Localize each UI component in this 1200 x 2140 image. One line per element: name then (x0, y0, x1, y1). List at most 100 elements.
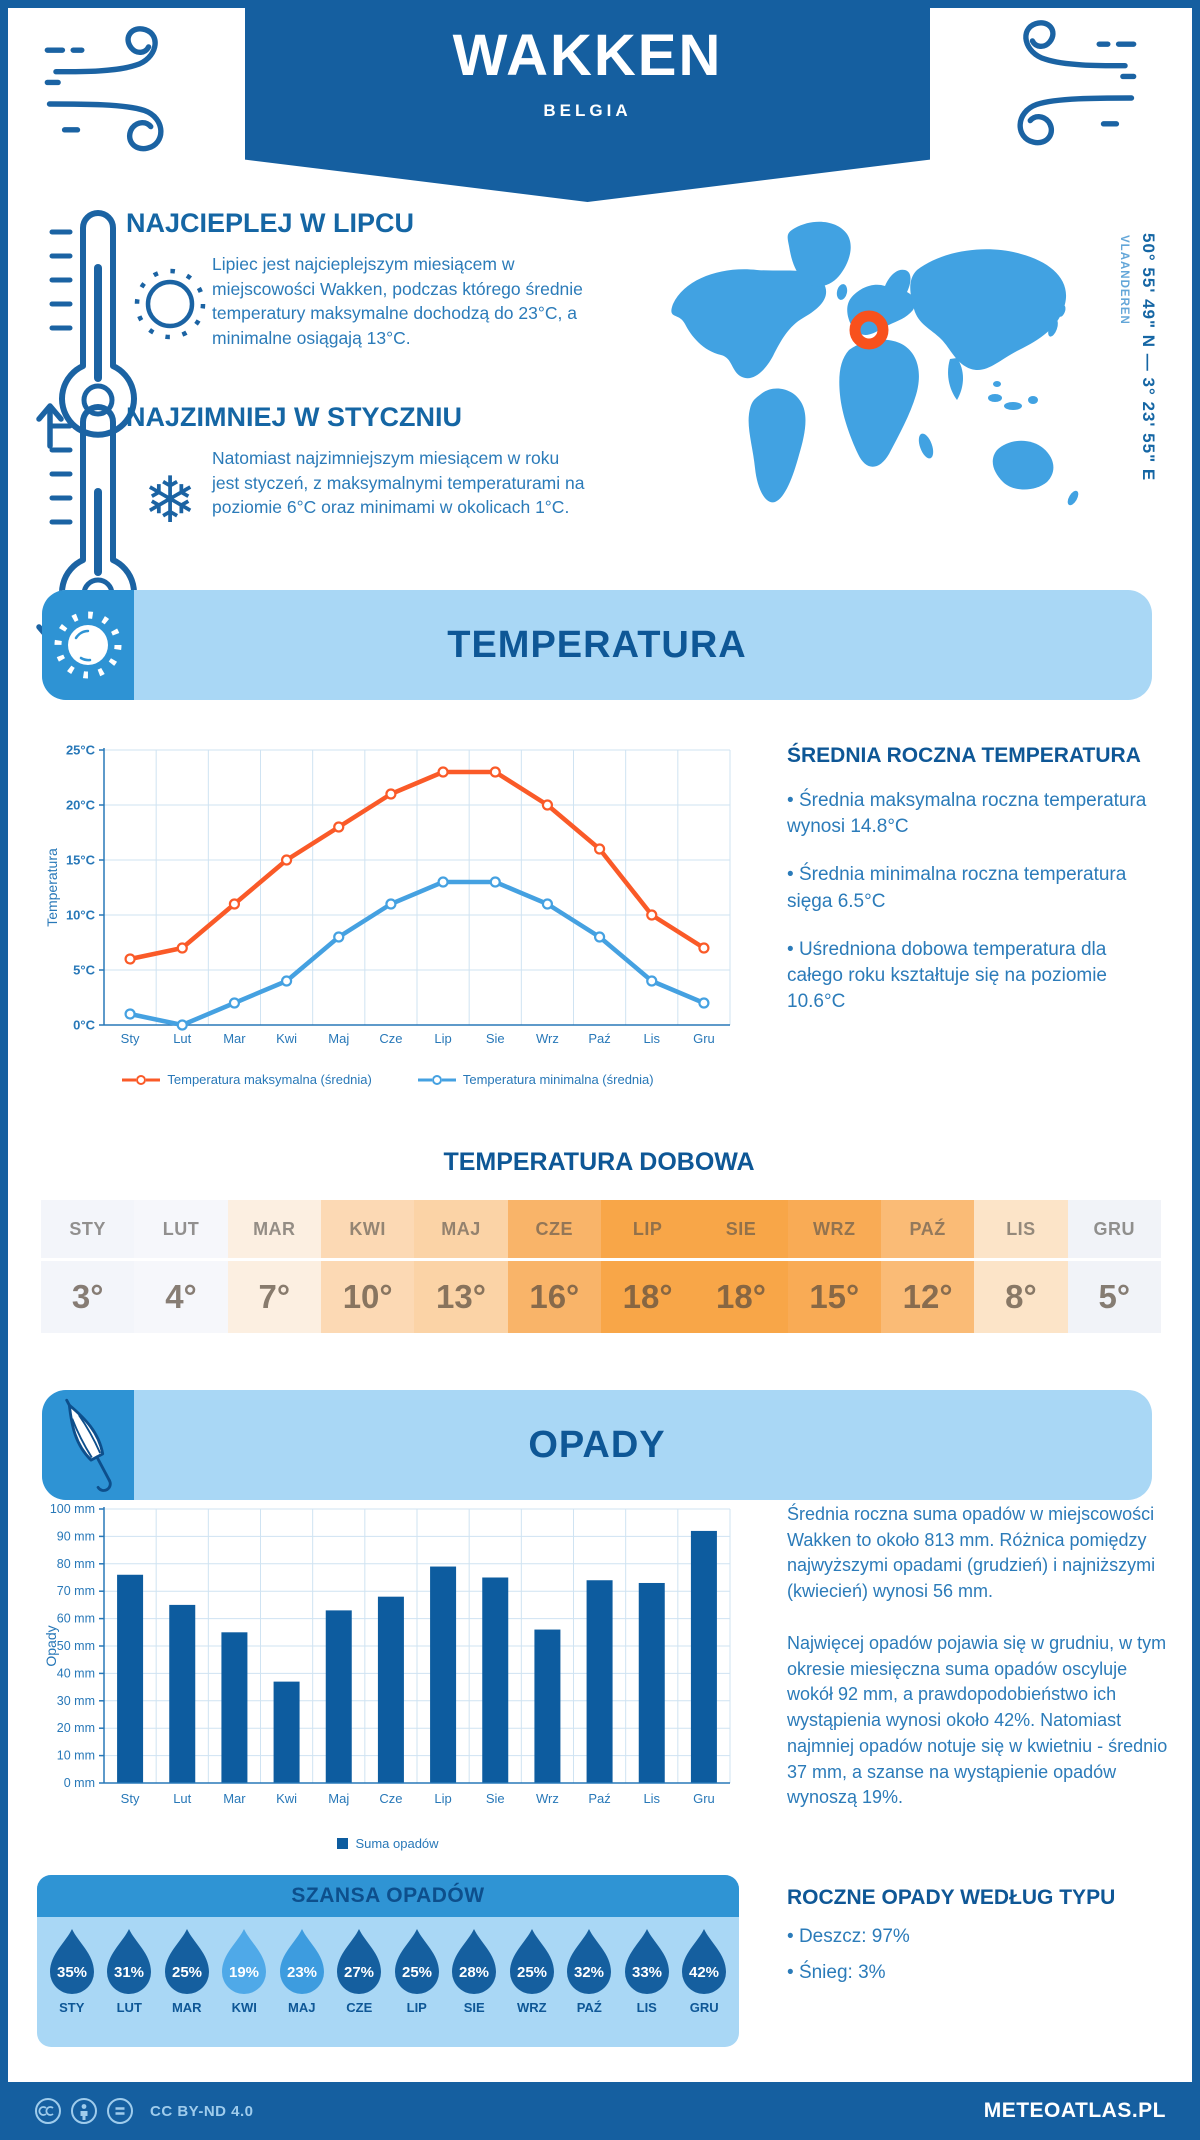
month-temperature-value: 8° (974, 1261, 1068, 1333)
svg-text:Temperatura: Temperatura (44, 848, 60, 927)
svg-text:10 mm: 10 mm (57, 1749, 95, 1763)
raindrop-icon: 28% (452, 1929, 497, 1994)
month-column: KWI 10° (320, 1200, 415, 1333)
precipitation-paragraph: Średnia roczna suma opadów w miejscowośc… (787, 1504, 1156, 1602)
rain-chance-item: 33% LIS (618, 1927, 676, 2015)
license-group: CC BY-ND 4.0 (34, 2097, 254, 2125)
bar (690, 1530, 717, 1783)
data-point (385, 788, 397, 800)
rain-chance-item: 42% GRU (676, 1927, 734, 2015)
svg-text:25%: 25% (402, 1964, 432, 1981)
license-label: CC BY-ND 4.0 (150, 2102, 254, 2120)
bar (273, 1681, 300, 1783)
rain-chance-item: 32% PAŹ (561, 1927, 619, 2015)
legend-swatch (337, 1838, 349, 1849)
rain-chance-panel: SZANSA OPADÓW 35% STY 31% LUT 25% MAR 19% KWI 23… (37, 1875, 739, 2047)
data-point (489, 876, 501, 888)
drop-month-label: KWI (231, 2000, 257, 2015)
svg-text:Mar: Mar (223, 1031, 246, 1046)
month-temperature-value: 18° (694, 1261, 788, 1333)
month-column: SIE 18° (694, 1200, 788, 1333)
data-point (437, 766, 449, 778)
month-label: LUT (134, 1200, 228, 1258)
svg-text:80 mm: 80 mm (57, 1557, 95, 1571)
by-type-bullet: Deszcz: 97% (787, 1924, 1167, 1950)
legend-label: Temperatura maksymalna (średnia) (167, 1072, 372, 1087)
precipitation-by-type-block: ROCZNE OPADY WEDŁUG TYPU Deszcz: 97% Śni… (787, 1886, 1167, 2008)
svg-text:33%: 33% (632, 1964, 662, 1981)
svg-text:Kwi: Kwi (276, 1791, 297, 1806)
month-temperature-value: 5° (1067, 1261, 1161, 1333)
month-label: WRZ (787, 1200, 881, 1258)
svg-text:0°C: 0°C (73, 1018, 95, 1033)
legend-label: Suma opadów (355, 1836, 439, 1851)
month-temperature-value: 18° (600, 1261, 695, 1333)
rain-chance-item: 35% STY (43, 1927, 101, 2015)
drop-month-label: SIE (463, 2000, 485, 2015)
rain-chance-item: 25% LIP (388, 1927, 446, 2015)
section-title-precipitation: OPADY (528, 1423, 666, 1466)
daily-temperature-title: TEMPERATURA DOBOWA (443, 1148, 755, 1176)
month-temperature-value: 7° (227, 1261, 321, 1333)
svg-text:Sie: Sie (486, 1791, 505, 1806)
svg-text:31%: 31% (114, 1964, 144, 1981)
bar (377, 1596, 404, 1783)
warm-month-text: Lipiec jest najcieplejszym miesiącem w m… (212, 254, 583, 348)
svg-text:Lut: Lut (173, 1791, 191, 1806)
svg-text:Lip: Lip (434, 1031, 451, 1046)
data-point (593, 843, 606, 855)
raindrop-icon: 42% (682, 1929, 727, 1994)
svg-text:Lis: Lis (643, 1791, 660, 1806)
month-label: LIP (600, 1200, 695, 1258)
month-temperature-value: 12° (880, 1261, 975, 1333)
cc-by-icon (71, 2098, 97, 2124)
drop-month-label: WRZ (516, 2000, 547, 2015)
warm-month-icon (36, 210, 206, 449)
month-label: LIS (974, 1200, 1068, 1258)
drop-month-label: MAR (171, 2000, 202, 2015)
data-point (385, 898, 397, 910)
rain-chance-droplets: 35% STY 31% LUT 25% MAR 19% KWI 23% MAJ 27% CZE 25% L… (43, 1927, 733, 2015)
country-label: BELGIA (543, 101, 632, 120)
legend-line-marker (122, 1074, 161, 1085)
precipitation-bar-chart: 0 mm 10 mm 20 mm 30 mm 40 mm 50 mm 60 mm 70 mm 8… (43, 1502, 731, 1806)
data-point (333, 931, 345, 943)
data-point (541, 799, 554, 811)
drop-month-label: LIP (406, 2000, 427, 2015)
month-label: STY (41, 1200, 135, 1258)
data-point (228, 997, 241, 1009)
bar (430, 1566, 457, 1783)
raindrop-icon: 25% (164, 1929, 209, 1994)
svg-text:Kwi: Kwi (276, 1031, 297, 1046)
raindrop-icon: 25% (394, 1929, 439, 1994)
umbrella-icon (42, 1390, 134, 1500)
data-point (593, 931, 606, 943)
data-point (124, 953, 136, 965)
svg-text:30 mm: 30 mm (57, 1694, 95, 1708)
data-point (228, 898, 241, 910)
annual-temperature-block: ŚREDNIA ROCZNA TEMPERATURA Średnia maksy… (787, 744, 1165, 1038)
svg-text:Paź: Paź (588, 1791, 610, 1806)
raindrop-icon: 33% (624, 1929, 669, 1994)
svg-text:100 mm: 100 mm (50, 1502, 95, 1516)
month-label: CZE (507, 1200, 601, 1258)
month-column: MAR 7° (227, 1200, 321, 1333)
coordinates-label: 50° 55' 49" N — 3° 23' 55" E (1139, 233, 1158, 482)
svg-text:35%: 35% (57, 1964, 87, 1981)
data-point (280, 975, 293, 987)
bar (534, 1629, 561, 1783)
svg-text:Sty: Sty (121, 1031, 140, 1046)
svg-text:Paź: Paź (588, 1031, 610, 1046)
rain-chance-item: 25% MAR (158, 1927, 216, 2015)
month-column: GRU 5° (1067, 1200, 1161, 1333)
drop-month-label: CZE (346, 2000, 373, 2015)
data-point (437, 876, 449, 888)
raindrop-icon: 19% (222, 1929, 267, 1994)
rain-chance-item: 31% LUT (101, 1927, 159, 2015)
temperature-chart-legend: Temperatura maksymalna (średnia) Temperat… (38, 1072, 738, 1087)
svg-text:27%: 27% (344, 1964, 374, 1981)
data-point (541, 898, 554, 910)
svg-text:20 mm: 20 mm (57, 1721, 95, 1735)
data-point (176, 1019, 188, 1031)
month-column: LUT 4° (134, 1200, 228, 1333)
